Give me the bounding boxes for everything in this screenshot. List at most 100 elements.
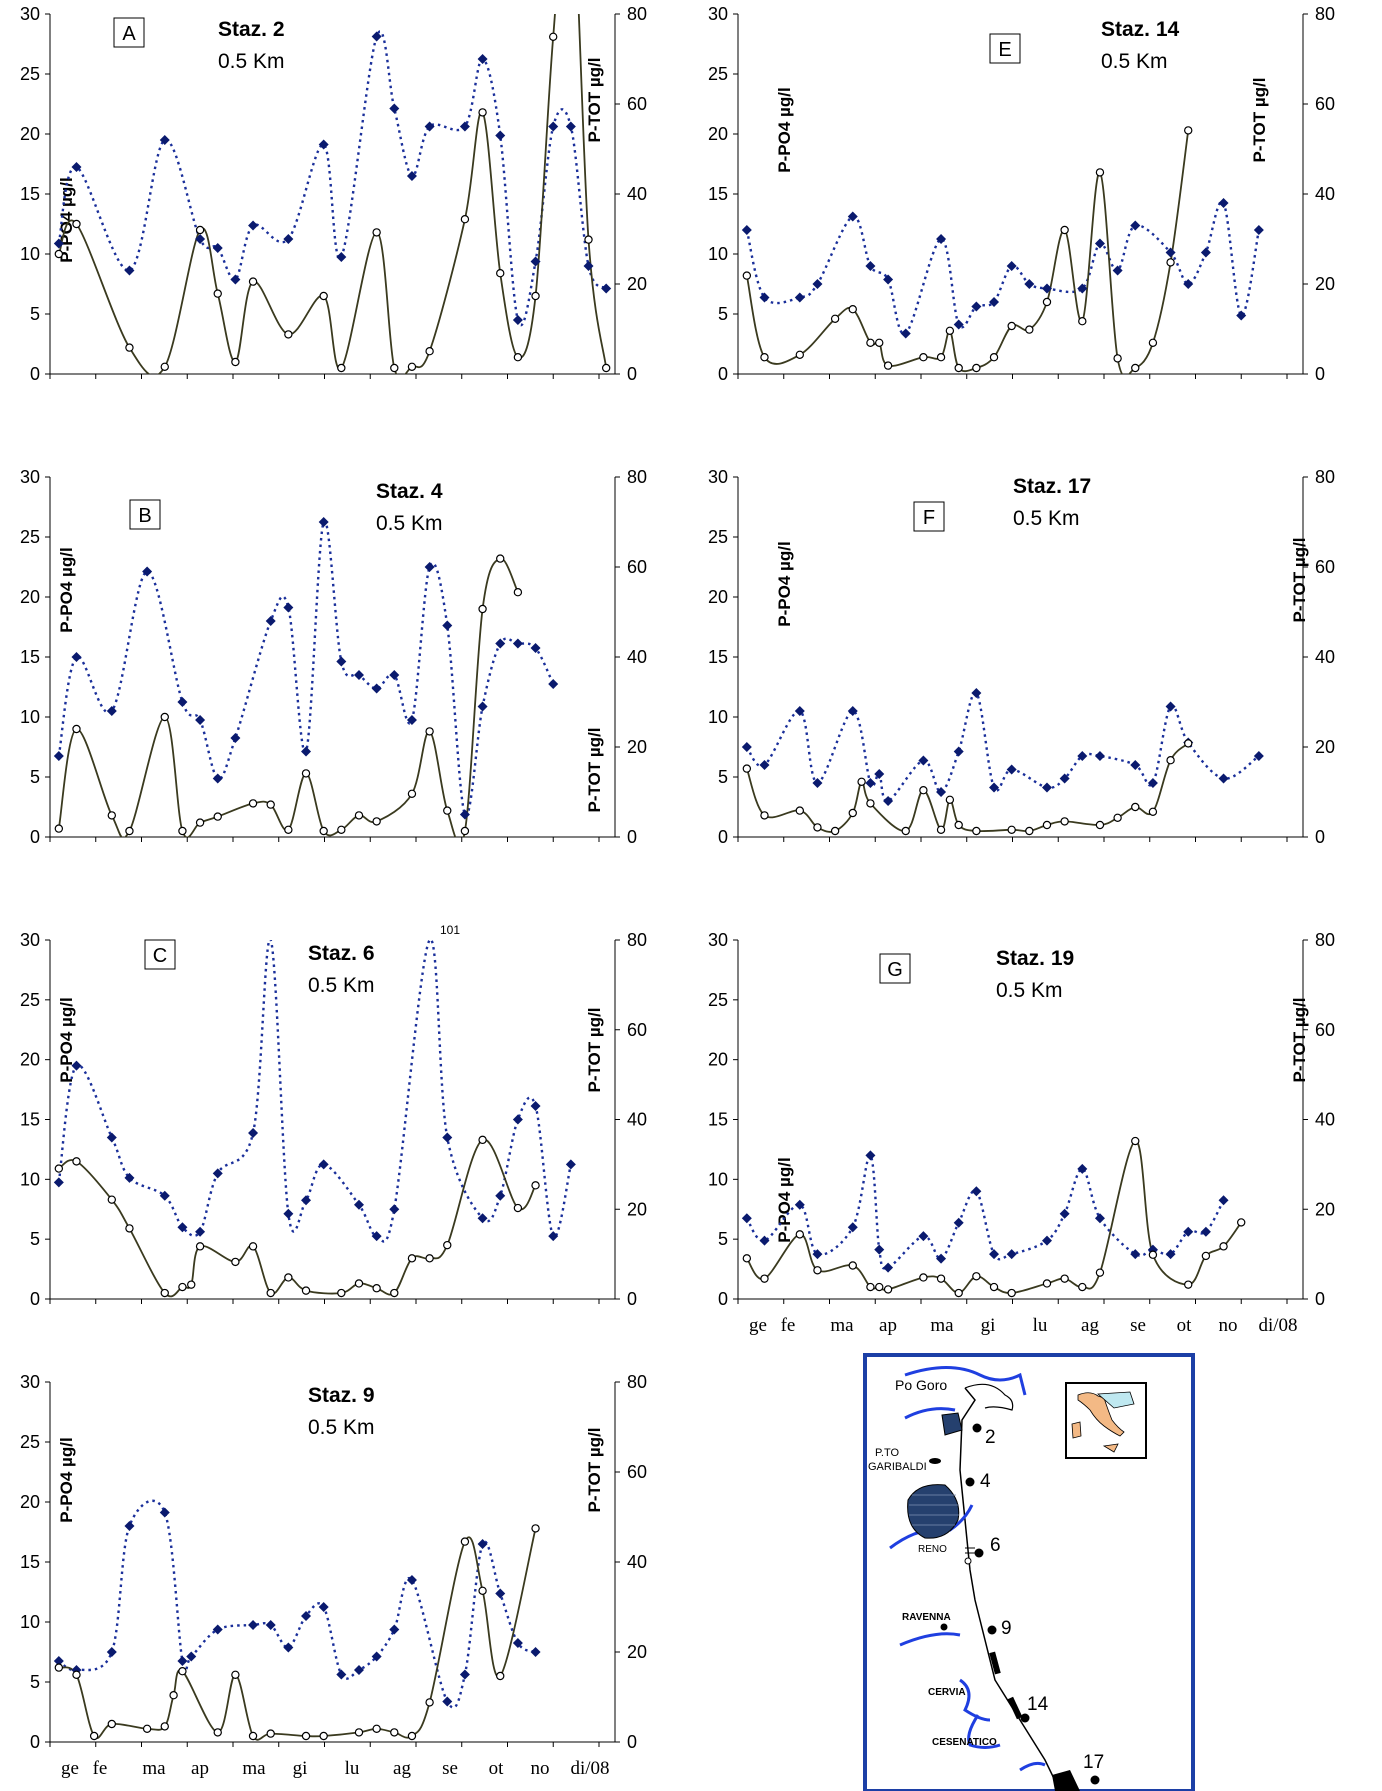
ptot-point (989, 1249, 1000, 1260)
ppo4-point (1095, 168, 1105, 177)
label-cesenatico: CESENATICO (932, 1737, 997, 1748)
ppo4-point (54, 1663, 64, 1672)
ppo4-point (848, 305, 857, 314)
ppo4-point (989, 1282, 999, 1292)
x-tick-label: ma (142, 1758, 166, 1779)
ppo4-point (160, 1722, 169, 1731)
right-axis-label: P-TOT µg/l (1290, 997, 1309, 1082)
ppo4-point (390, 1288, 399, 1298)
ppo4-point (460, 826, 470, 836)
ptot-point (900, 328, 911, 339)
ppo4-point (266, 1729, 275, 1738)
ptot-point (1183, 279, 1194, 289)
chart-panel-d: 0 5 10 15 20 25 30 0 20 40 60 80 ge fe ma ap ma gi lu ag se o… (20, 1372, 647, 1779)
x-tick-label: ot (1177, 1315, 1193, 1336)
right-tick-label: 40 (627, 1552, 647, 1572)
ppo4-point (936, 1274, 946, 1283)
left-tick-label: 15 (708, 647, 728, 667)
ppo4-point (407, 789, 417, 799)
ptot-point (177, 1656, 188, 1666)
ppo4-point (107, 811, 116, 820)
ptot-point (794, 706, 805, 716)
left-tick-label: 5 (30, 767, 40, 787)
ppo4-point (354, 1728, 364, 1737)
x-tick-label: ma (930, 1315, 954, 1336)
ptot-point (1236, 310, 1247, 321)
ppo4-point (1042, 1279, 1052, 1288)
ptot-point (971, 688, 982, 698)
ppo4-point (866, 1282, 875, 1292)
ptot-point (318, 517, 329, 527)
sicily-shape (1102, 1443, 1119, 1453)
lagoon-goro (941, 1412, 963, 1436)
ppo4-point (857, 777, 866, 787)
ptot-point (759, 760, 770, 770)
ppo4-point (248, 1242, 258, 1251)
panel-subtitle: 0.5 Km (1101, 50, 1168, 73)
ptot-point (477, 1213, 488, 1224)
ppo4-point (54, 249, 64, 259)
ppo4-point (319, 291, 328, 301)
ppo4-point (372, 228, 381, 237)
ppo4-point (601, 363, 611, 373)
ptot-point (1253, 225, 1264, 235)
italy-inset (1065, 1382, 1147, 1459)
ptot-point (794, 292, 805, 303)
ptot-point (953, 1217, 964, 1228)
ptot-point (159, 1507, 170, 1518)
ppo4-point (1184, 1280, 1193, 1289)
ppo4-point (848, 808, 857, 818)
chart-panel-e: 0 5 10 15 20 25 30 0 20 40 60 80 Staz. 14 0.5 Km E P-PO… (708, 4, 1335, 384)
panel-subtitle: 0.5 Km (308, 1416, 375, 1439)
right-axis-label: P-TOT µg/l (1290, 537, 1309, 622)
left-tick-label: 10 (20, 1169, 40, 1189)
label-reno: RENO (918, 1544, 947, 1555)
ptot-point (1077, 283, 1088, 294)
ppo4-point (354, 811, 364, 820)
ptot-point (371, 683, 382, 694)
ptot-point (124, 265, 135, 276)
station-label-4: 4 (980, 1471, 991, 1492)
x-tick-label: di/08 (570, 1758, 609, 1779)
left-axis-label: P-PO4 µg/l (57, 1437, 76, 1522)
ptot-point (142, 566, 153, 577)
ptot-point (1200, 1226, 1211, 1237)
left-tick-label: 0 (30, 1289, 40, 1309)
ppo4-point (883, 361, 893, 370)
chart-panel-g: 0 5 10 15 20 25 30 0 20 40 60 80 ge fe ma ap ma gi lu ag se o… (708, 930, 1335, 1336)
left-axis-label: P-PO4 µg/l (775, 1157, 794, 1242)
ptot-point (230, 733, 241, 743)
ptot-point (459, 809, 470, 820)
ptot-point (371, 1231, 382, 1242)
panel-title: Staz. 17 (1013, 475, 1091, 498)
left-tick-label: 5 (718, 767, 728, 787)
ptot-point (989, 782, 1000, 793)
ptot-point (1253, 751, 1264, 761)
x-tick-label: ap (879, 1315, 897, 1336)
coast-segment-cervia (989, 1651, 1001, 1675)
station-dot-14 (1020, 1713, 1030, 1723)
ptot-point (53, 238, 64, 249)
ptot-point (865, 1150, 876, 1161)
ppo4-point (1148, 807, 1158, 817)
ptot-point (371, 1651, 382, 1662)
ppo4-point (478, 108, 487, 117)
ppo4-point (301, 1731, 311, 1741)
ppo4-point (107, 1195, 116, 1204)
ravenna-marker (940, 1623, 948, 1631)
ptot-point (847, 1222, 858, 1233)
ppo4-point (513, 588, 523, 597)
ptot-point (759, 1235, 770, 1246)
ptot-point (301, 746, 312, 757)
lagoon-comacchio (907, 1484, 960, 1539)
ppo4-point (760, 811, 769, 820)
ptot-point (953, 746, 964, 757)
ptot-point (389, 1204, 400, 1215)
ppo4-point (337, 1288, 346, 1298)
ptot-point (1165, 247, 1176, 258)
ptot-point (159, 135, 170, 145)
right-tick-label: 0 (627, 364, 637, 384)
ppo4-point (160, 1288, 169, 1298)
ppo4-point (443, 1240, 452, 1250)
ppo4-point (1219, 1242, 1228, 1251)
